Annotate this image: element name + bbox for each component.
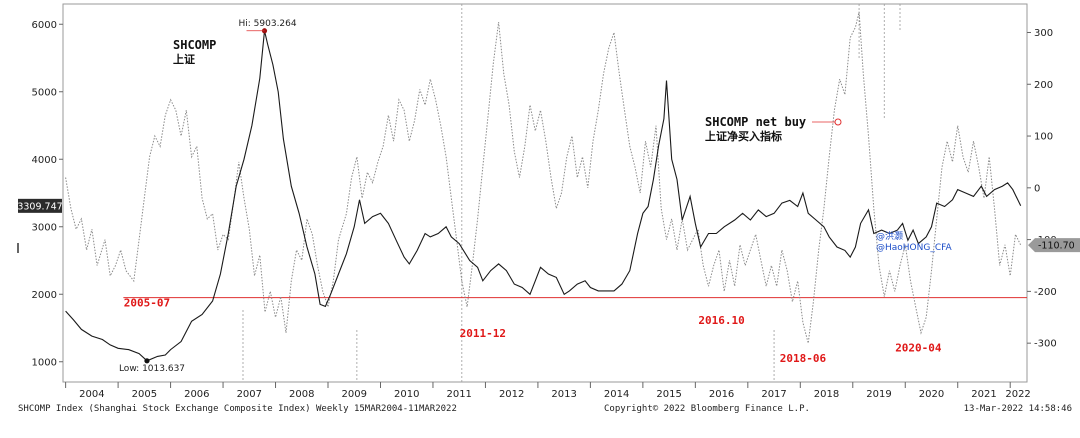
net-buy-series-name: SHCOMP net buy bbox=[705, 115, 806, 129]
low-point-label: Low: 1013.637 bbox=[119, 364, 185, 374]
x-tick-label: 2019 bbox=[866, 389, 891, 400]
x-tick-label: 2004 bbox=[79, 389, 104, 400]
annotation-label: 2016.10 bbox=[698, 314, 744, 327]
y-right-tick-label: -200 bbox=[1034, 287, 1057, 298]
shcomp-series-line bbox=[65, 30, 1022, 362]
x-tick-label: 2017 bbox=[761, 389, 786, 400]
x-tick-label: 2006 bbox=[184, 389, 209, 400]
shcomp-series-name: SHCOMP bbox=[173, 38, 216, 52]
net-buy-series-line bbox=[65, 11, 1022, 344]
y-right-tick-label: 200 bbox=[1034, 80, 1053, 91]
y-left-tick-label: 6000 bbox=[32, 20, 57, 31]
annotation-label: 2011-12 bbox=[460, 327, 506, 340]
y-left-tick-label: 2000 bbox=[32, 290, 57, 301]
x-tick-label: 2007 bbox=[237, 389, 262, 400]
x-tick-label: 2022 bbox=[1005, 389, 1030, 400]
y-right-tick-label: -300 bbox=[1034, 339, 1057, 350]
y-right-tick-label: 300 bbox=[1034, 28, 1053, 39]
x-tick-label: 2009 bbox=[342, 389, 367, 400]
x-tick-label: 2010 bbox=[394, 389, 419, 400]
y-left-tick-label: 3000 bbox=[32, 222, 57, 233]
index-last-value-badge bbox=[18, 198, 62, 213]
x-tick-label: 2021 bbox=[971, 389, 996, 400]
footer-source: SHCOMP Index (Shanghai Stock Exchange Co… bbox=[18, 404, 457, 414]
footer-copyright: Copyright© 2022 Bloomberg Finance L.P. bbox=[604, 404, 810, 414]
shcomp-series-subtitle: 上证 bbox=[173, 52, 195, 66]
plot-frame bbox=[62, 3, 1028, 383]
annotation-label: 2005-07 bbox=[124, 296, 170, 309]
watermark-handle: @HaoHONG_CFA bbox=[876, 243, 952, 253]
net-buy-series-subtitle: 上证净买入指标 bbox=[705, 129, 782, 143]
x-tick-label: 2008 bbox=[289, 389, 314, 400]
x-tick-label: 2015 bbox=[656, 389, 681, 400]
y-left-tick-label: 5000 bbox=[32, 87, 57, 98]
watermark-handle-cn: @洪灏 bbox=[876, 230, 903, 242]
net-buy-last-value-badge bbox=[1028, 238, 1080, 253]
x-tick-label: 2020 bbox=[919, 389, 944, 400]
y-left-tick-label: 4000 bbox=[32, 155, 57, 166]
index-last-value-label: 3309.747 bbox=[17, 201, 62, 212]
x-tick-label: 2018 bbox=[814, 389, 839, 400]
net-buy-last-value-label: -110.70 bbox=[1038, 241, 1075, 252]
footer-timestamp: 13-Mar-2022 14:58:46 bbox=[963, 404, 1072, 414]
y-left-tick-label: 1000 bbox=[32, 357, 57, 368]
x-tick-label: 2005 bbox=[132, 389, 157, 400]
annotation-label: 2020-04 bbox=[895, 342, 942, 355]
high-point-label: Hi: 5903.264 bbox=[239, 19, 297, 29]
x-tick-label: 2014 bbox=[604, 389, 629, 400]
annotation-label: 2018-06 bbox=[780, 352, 827, 365]
y-right-tick-label: 100 bbox=[1034, 132, 1053, 143]
x-tick-label: 2013 bbox=[551, 389, 576, 400]
x-tick-label: 2012 bbox=[499, 389, 524, 400]
x-tick-label: 2011 bbox=[446, 389, 471, 400]
x-tick-label: 2016 bbox=[709, 389, 734, 400]
net-buy-leader-dot bbox=[834, 118, 842, 126]
y-right-tick-label: 0 bbox=[1034, 183, 1040, 194]
low-point-marker bbox=[144, 358, 150, 364]
